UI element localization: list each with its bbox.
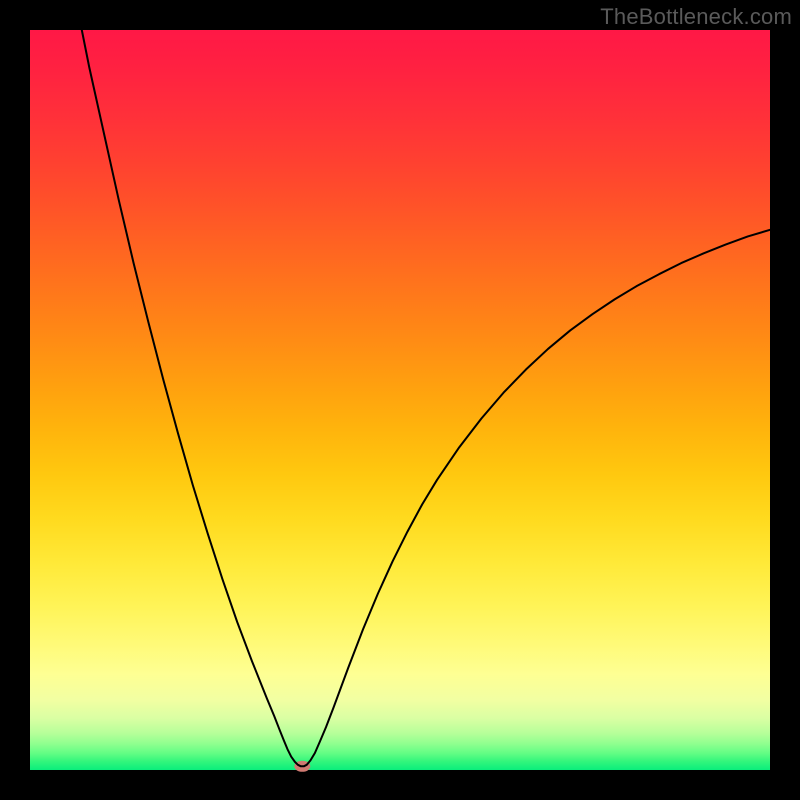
chart-container: TheBottleneck.com <box>0 0 800 800</box>
watermark-text: TheBottleneck.com <box>600 4 792 30</box>
plot-background <box>30 30 770 770</box>
bottleneck-chart <box>0 0 800 800</box>
